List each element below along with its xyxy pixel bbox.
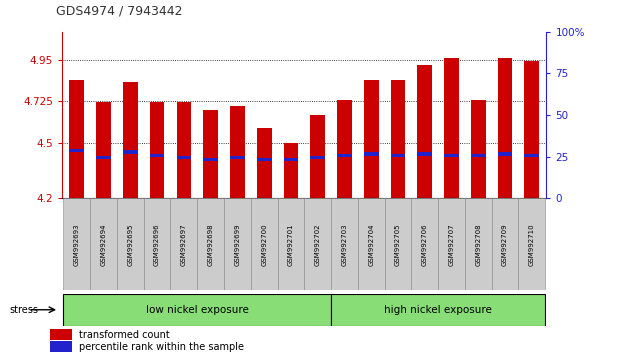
Bar (524, 62, 539, 198)
Bar (150, 154, 165, 158)
Bar (465, 198, 492, 290)
Bar (417, 65, 432, 198)
Bar (176, 156, 191, 159)
Bar (417, 152, 432, 155)
Bar (63, 198, 90, 290)
Text: high nickel exposure: high nickel exposure (384, 305, 492, 315)
Bar (96, 102, 111, 198)
Bar (471, 100, 486, 198)
Bar (150, 102, 165, 198)
Bar (117, 198, 143, 290)
Bar (497, 152, 512, 155)
Text: GSM992701: GSM992701 (288, 223, 294, 266)
Bar (384, 198, 411, 290)
Bar (257, 128, 271, 198)
Text: GSM992708: GSM992708 (475, 223, 481, 266)
Text: GSM992695: GSM992695 (127, 223, 134, 266)
Text: transformed count: transformed count (79, 330, 170, 339)
Bar (364, 152, 379, 155)
Text: percentile rank within the sample: percentile rank within the sample (79, 342, 245, 352)
Bar (70, 149, 84, 152)
Text: stress: stress (9, 305, 39, 315)
Bar (411, 198, 438, 290)
Text: GSM992704: GSM992704 (368, 223, 374, 266)
Bar (70, 80, 84, 198)
Bar (203, 158, 218, 161)
Text: GSM992698: GSM992698 (207, 223, 214, 266)
Text: GSM992710: GSM992710 (528, 223, 535, 266)
Text: GSM992706: GSM992706 (422, 223, 428, 266)
Bar (230, 106, 245, 198)
Bar (444, 154, 459, 158)
Text: GSM992703: GSM992703 (342, 223, 347, 266)
Bar (284, 143, 298, 198)
Bar (438, 198, 465, 290)
Bar (230, 156, 245, 159)
Bar (257, 158, 271, 161)
Bar (492, 198, 519, 290)
Text: GSM992705: GSM992705 (395, 223, 401, 266)
Bar (143, 198, 171, 290)
Bar (364, 80, 379, 198)
Bar (337, 100, 351, 198)
Text: GSM992699: GSM992699 (234, 223, 240, 266)
Bar (50, 341, 72, 353)
Text: GDS4974 / 7943442: GDS4974 / 7943442 (56, 5, 183, 18)
Text: GSM992697: GSM992697 (181, 223, 187, 266)
Bar (331, 198, 358, 290)
Text: GSM992700: GSM992700 (261, 223, 267, 266)
Bar (284, 158, 298, 161)
Bar (524, 154, 539, 158)
Bar (123, 150, 138, 154)
Bar (50, 329, 72, 340)
Bar (224, 198, 251, 290)
Bar (391, 80, 406, 198)
Bar (197, 198, 224, 290)
Text: GSM992707: GSM992707 (448, 223, 455, 266)
Bar (123, 82, 138, 198)
Text: low nickel exposure: low nickel exposure (146, 305, 248, 315)
Bar (96, 156, 111, 159)
Text: GSM992694: GSM992694 (101, 223, 107, 266)
Bar (304, 198, 331, 290)
Bar (471, 154, 486, 158)
Text: GSM992696: GSM992696 (154, 223, 160, 266)
Bar (497, 58, 512, 198)
Bar (63, 294, 331, 326)
Bar (331, 294, 545, 326)
Bar (310, 156, 325, 159)
Bar (310, 115, 325, 198)
Bar (278, 198, 304, 290)
Text: GSM992702: GSM992702 (315, 223, 320, 266)
Bar (171, 198, 197, 290)
Bar (251, 198, 278, 290)
Text: GSM992693: GSM992693 (74, 223, 80, 266)
Bar (519, 198, 545, 290)
Bar (358, 198, 384, 290)
Bar (391, 154, 406, 158)
Bar (176, 102, 191, 198)
Text: GSM992709: GSM992709 (502, 223, 508, 266)
Bar (337, 154, 351, 158)
Bar (444, 58, 459, 198)
Bar (203, 109, 218, 198)
Bar (90, 198, 117, 290)
